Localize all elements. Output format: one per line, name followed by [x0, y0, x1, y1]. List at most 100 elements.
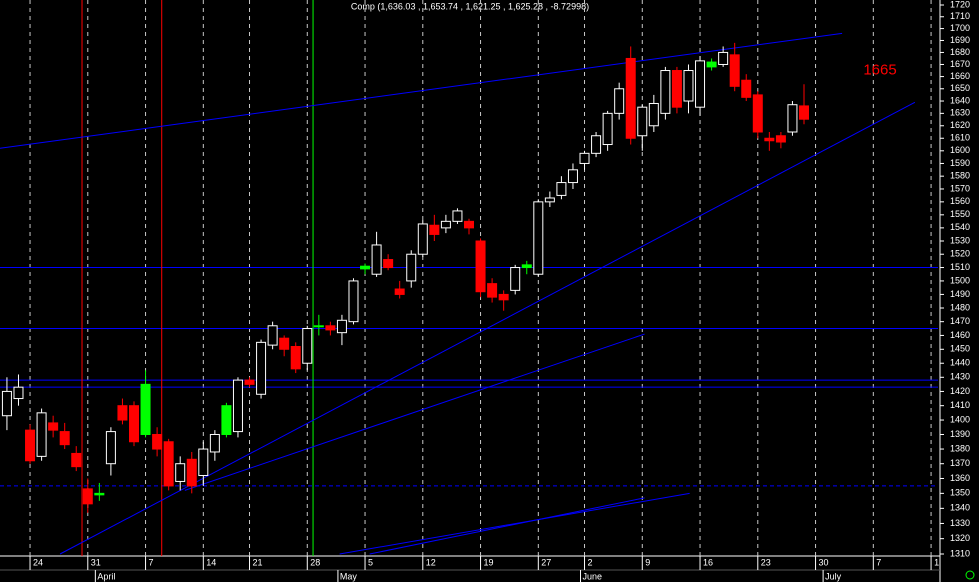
x-tick-label: 28 — [310, 557, 320, 567]
y-tick-label: 1410 — [950, 400, 970, 410]
trendline — [0, 32, 843, 149]
candle-body — [787, 104, 798, 133]
y-tick-label: 1310 — [950, 548, 970, 558]
candle-body — [440, 220, 451, 229]
y-tick-label: 1610 — [950, 133, 970, 143]
candle-body — [36, 412, 47, 457]
x-tick-label: 2 — [588, 557, 593, 567]
month-label: July — [825, 571, 842, 581]
candle-body — [417, 223, 428, 255]
x-tick-label: 7 — [876, 557, 881, 567]
annotation: 1665 — [863, 61, 896, 78]
candle-body — [718, 51, 729, 65]
trendline — [339, 492, 690, 555]
y-tick-label: 1320 — [950, 533, 970, 543]
y-tick-label: 1720 — [950, 0, 970, 9]
candle-body — [302, 328, 313, 364]
x-tick-label: 21 — [253, 557, 263, 567]
y-tick-label: 1680 — [950, 47, 970, 57]
candle-body — [360, 265, 371, 270]
y-tick-label: 1650 — [950, 83, 970, 93]
candle-body — [429, 224, 440, 235]
candle-body — [695, 60, 706, 108]
x-tick-label: 7 — [149, 557, 154, 567]
candle-body — [648, 102, 659, 127]
x-tick-label: 16 — [703, 557, 713, 567]
y-tick-label: 1460 — [950, 330, 970, 340]
x-tick-label: 24 — [33, 557, 43, 567]
month-label: June — [583, 571, 603, 581]
candle-body — [775, 135, 786, 143]
candle-body — [175, 463, 186, 482]
candle-body — [764, 137, 775, 142]
candle-body — [556, 182, 567, 196]
y-tick-label: 1380 — [950, 443, 970, 453]
candle-body — [279, 337, 290, 350]
candle-body — [544, 197, 555, 203]
y-tick-label: 1560 — [950, 196, 970, 206]
month-label: May — [340, 571, 358, 581]
candle-body — [117, 405, 128, 421]
candle-body — [371, 244, 382, 275]
candle-body — [533, 201, 544, 275]
candle-body — [729, 54, 740, 87]
trendline — [184, 333, 645, 491]
candle-body — [256, 341, 267, 395]
x-tick-label: 27 — [541, 557, 551, 567]
y-tick-label: 1330 — [950, 518, 970, 528]
candle-body — [348, 280, 359, 323]
candle-body — [464, 220, 474, 229]
x-tick-label: 12 — [426, 557, 436, 567]
candle-body — [752, 94, 763, 133]
y-tick-label: 1340 — [950, 503, 970, 513]
candle-body — [614, 88, 625, 114]
y-tick-label: 1350 — [950, 488, 970, 498]
candle-body — [59, 431, 70, 446]
y-tick-label: 1370 — [950, 458, 970, 468]
candle-body — [475, 240, 486, 293]
candle-body — [683, 70, 694, 102]
y-tick-label: 1480 — [950, 302, 970, 312]
x-tick-label: 9 — [645, 557, 650, 567]
y-tick-label: 1590 — [950, 158, 970, 168]
y-tick-label: 1690 — [950, 35, 970, 45]
candle-body — [129, 405, 139, 443]
candle-body — [1, 390, 12, 417]
candle-body — [325, 325, 336, 331]
x-tick-label: 1 — [934, 557, 939, 567]
candle-body — [637, 106, 648, 137]
candle-body — [290, 346, 301, 370]
y-tick-label: 1510 — [950, 262, 970, 272]
candle-body — [521, 264, 532, 269]
y-tick-label: 1420 — [950, 386, 970, 396]
candle-body — [741, 79, 752, 98]
candle-body — [48, 422, 59, 431]
candle-body — [394, 288, 405, 295]
candle-body — [313, 325, 324, 328]
month-label: April — [97, 571, 115, 581]
candle-body — [163, 441, 174, 487]
candle-body — [671, 70, 682, 108]
candle-body — [510, 267, 521, 291]
y-tick-label: 1440 — [950, 358, 970, 368]
candle-body — [13, 386, 24, 400]
candle-body — [71, 452, 82, 468]
trendline — [59, 101, 916, 555]
candle-body — [452, 210, 463, 222]
candle-body — [186, 458, 197, 487]
candle-body — [799, 105, 809, 120]
candle-body — [383, 259, 394, 269]
y-tick-label: 1430 — [950, 372, 970, 382]
y-tick-label: 1570 — [950, 183, 970, 193]
y-tick-label: 1360 — [950, 473, 970, 483]
candle-body — [660, 70, 671, 114]
y-tick-label: 1710 — [950, 11, 970, 21]
y-tick-label: 1520 — [950, 249, 970, 259]
x-tick-label: 5 — [368, 557, 373, 567]
candle-body — [591, 135, 602, 154]
candle-body — [602, 112, 613, 146]
candle-body — [82, 488, 93, 505]
candle-body — [140, 383, 151, 435]
x-tick-label: 14 — [206, 557, 216, 567]
